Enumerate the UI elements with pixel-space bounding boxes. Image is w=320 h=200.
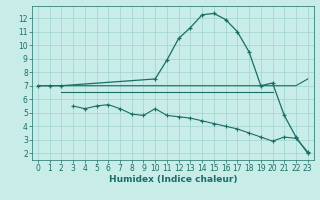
X-axis label: Humidex (Indice chaleur): Humidex (Indice chaleur): [108, 175, 237, 184]
